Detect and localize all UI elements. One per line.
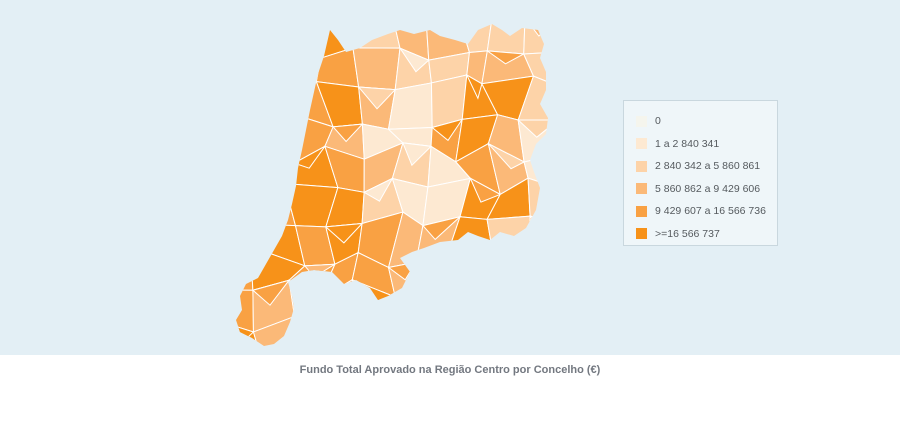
municipality-shape[interactable] — [252, 315, 296, 355]
municipality-shape[interactable] — [332, 123, 364, 143]
legend-swatch — [636, 205, 647, 217]
municipality-shape[interactable] — [387, 82, 433, 130]
legend-swatch — [636, 228, 647, 240]
legend-label: 2 840 342 a 5 860 861 — [655, 160, 761, 173]
municipality-shape[interactable] — [398, 47, 430, 73]
legend-item[interactable]: 0 — [636, 110, 777, 133]
legend-swatch — [636, 160, 647, 172]
legend-label: 0 — [655, 115, 661, 128]
legend-label: >=16 566 737 — [655, 227, 720, 240]
municipality-shape[interactable] — [324, 222, 364, 244]
municipality-shape[interactable] — [487, 143, 526, 170]
legend-swatch — [636, 183, 647, 195]
map-legend: 0 1 a 2 840 341 2 840 342 a 5 860 861 5 … — [623, 100, 778, 246]
legend-item[interactable]: >=16 566 737 — [636, 223, 777, 246]
municipality-shape[interactable] — [363, 177, 394, 202]
legend-swatch — [636, 115, 647, 127]
municipality-shape[interactable] — [292, 145, 326, 169]
municipality-shape[interactable] — [465, 73, 483, 100]
legend-item[interactable]: 2 840 342 a 5 860 861 — [636, 155, 777, 178]
legend-label: 5 860 862 a 9 429 606 — [655, 182, 761, 195]
municipality-shape[interactable] — [402, 142, 433, 167]
map-caption: Fundo Total Aprovado na Região Centro po… — [299, 364, 601, 376]
municipality-shape[interactable] — [421, 215, 462, 241]
municipality-shape[interactable] — [469, 177, 502, 203]
municipality-shape[interactable] — [485, 50, 526, 65]
legend-swatch — [636, 138, 647, 150]
legend-label: 1 a 2 840 341 — [655, 137, 720, 150]
municipality-shape[interactable] — [251, 279, 291, 306]
legend-label: 9 429 607 a 16 566 736 — [655, 205, 766, 218]
legend-item[interactable]: 9 429 607 a 16 566 736 — [636, 200, 777, 223]
municipality-shape[interactable] — [352, 47, 401, 91]
municipality-shape[interactable] — [517, 75, 558, 121]
legend-item[interactable]: 1 a 2 840 341 — [636, 133, 777, 156]
legend-item[interactable]: 5 860 862 a 9 429 606 — [636, 178, 777, 201]
municipality-shape[interactable] — [357, 86, 397, 110]
municipality-shape[interactable] — [431, 118, 464, 142]
